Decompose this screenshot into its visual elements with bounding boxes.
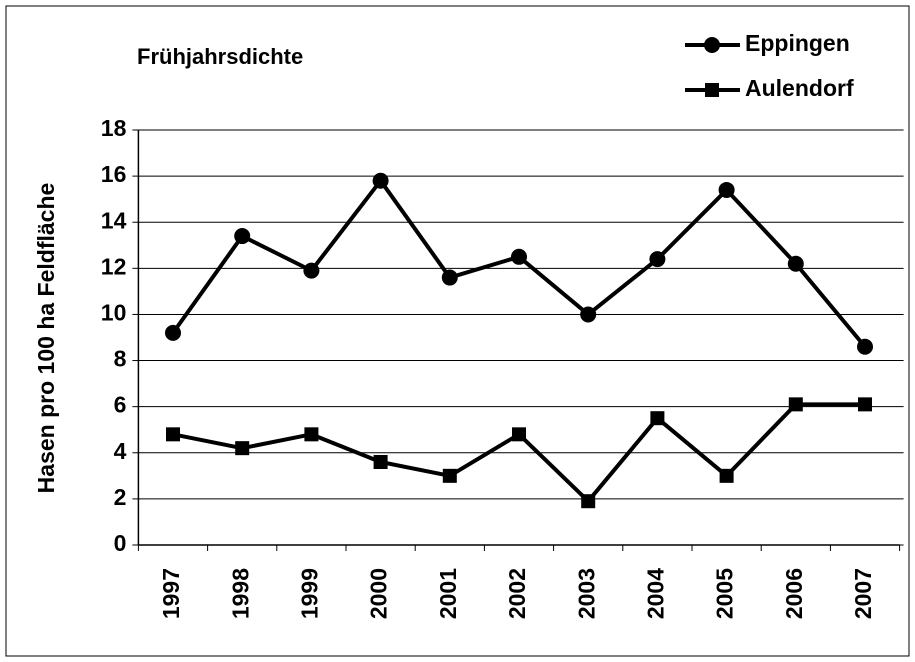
marker — [719, 468, 734, 483]
marker — [442, 468, 457, 483]
y-tick-label: 4 — [114, 438, 127, 464]
y-tick-label: 10 — [101, 300, 127, 326]
y-tick-label: 6 — [114, 392, 127, 418]
marker — [581, 494, 596, 509]
marker — [303, 262, 320, 279]
y-tick-label: 18 — [101, 115, 127, 141]
chart-border — [5, 5, 910, 657]
y-tick-label: 16 — [101, 161, 127, 187]
marker — [788, 397, 803, 412]
legend-label: Aulendorf — [745, 75, 854, 101]
marker — [372, 172, 389, 189]
marker — [580, 306, 597, 323]
x-tick-label: 1998 — [227, 568, 253, 619]
marker — [165, 324, 181, 341]
marker — [511, 248, 527, 265]
y-tick-label: 12 — [101, 253, 127, 279]
marker — [441, 269, 458, 286]
y-tick-label: 2 — [114, 484, 127, 510]
x-tick-label: 1997 — [158, 568, 184, 619]
y-tick-label: 8 — [114, 346, 127, 372]
marker — [166, 427, 180, 442]
marker — [705, 83, 719, 97]
marker — [650, 411, 665, 426]
marker — [704, 37, 720, 53]
marker — [857, 338, 873, 355]
x-tick-label: 1999 — [296, 568, 322, 619]
marker — [858, 397, 872, 412]
chart-title: Frühjahrsdichte — [137, 44, 303, 69]
marker — [373, 455, 388, 469]
y-tick-label: 14 — [101, 207, 127, 233]
marker — [787, 255, 804, 272]
marker — [512, 427, 526, 442]
y-axis-label: Hasen pro 100 ha Feldfläche — [33, 183, 59, 494]
marker — [649, 251, 666, 268]
x-tick-label: 2004 — [642, 568, 668, 619]
legend-label: Eppingen — [745, 30, 850, 56]
x-tick-label: 2002 — [504, 568, 530, 619]
x-tick-label: 2005 — [712, 568, 738, 619]
marker — [235, 441, 250, 456]
x-tick-label: 2000 — [366, 568, 392, 619]
marker — [304, 427, 319, 442]
y-tick-label: 0 — [114, 530, 127, 556]
x-tick-label: 2006 — [781, 568, 807, 619]
marker — [718, 181, 735, 198]
x-tick-label: 2001 — [435, 568, 461, 619]
x-tick-label: 2007 — [850, 568, 876, 619]
x-tick-label: 2003 — [573, 568, 599, 619]
marker — [234, 228, 251, 245]
